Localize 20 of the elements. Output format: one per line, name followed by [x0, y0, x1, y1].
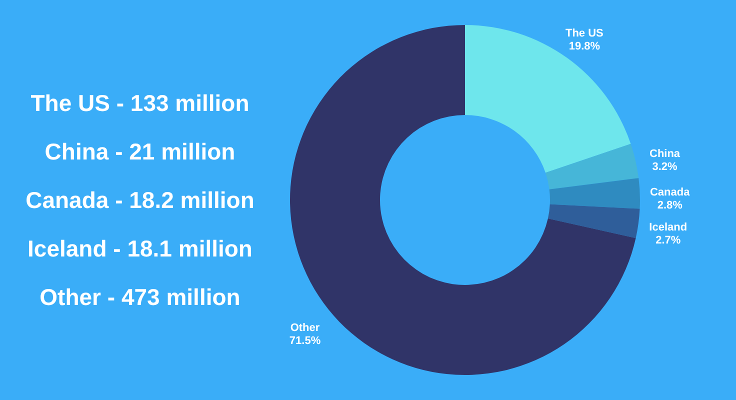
data-label: 2.8%: [657, 199, 683, 212]
donut-slice: [546, 144, 639, 190]
slice-label: The US: [566, 27, 604, 40]
data-label: 19.8%: [568, 40, 600, 52]
text: Canada - 18.2 million: [26, 187, 254, 213]
donut-slice: [549, 178, 640, 209]
donut-slice: [548, 204, 640, 238]
slice-label: Iceland: [649, 222, 688, 234]
data-label: 3.2%: [652, 161, 678, 174]
data-label: 71.5%: [289, 335, 321, 348]
slice-label: China: [649, 148, 681, 160]
slice-label: Canada: [650, 186, 691, 198]
text: The US - 133 million: [30, 90, 250, 116]
donut-slice: [465, 25, 631, 173]
data-label: 2.7%: [656, 234, 681, 247]
slice-label: Other: [290, 322, 320, 334]
text: Iceland - 18.1 million: [28, 236, 252, 262]
donut-slice: [290, 25, 636, 375]
text: Other - 473 million: [40, 284, 240, 310]
text: China - 21 million: [44, 138, 236, 164]
